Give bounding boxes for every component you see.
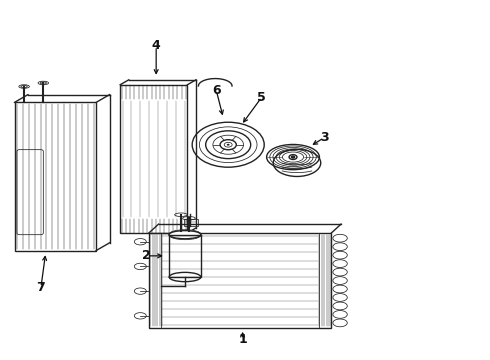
Text: 4: 4 bbox=[152, 40, 161, 53]
Text: 6: 6 bbox=[212, 84, 220, 96]
Ellipse shape bbox=[169, 230, 201, 239]
Text: 1: 1 bbox=[238, 333, 247, 346]
Ellipse shape bbox=[292, 156, 294, 158]
Text: 3: 3 bbox=[320, 131, 329, 144]
Ellipse shape bbox=[227, 144, 230, 146]
Text: 5: 5 bbox=[257, 91, 266, 104]
Text: 7: 7 bbox=[37, 281, 45, 294]
Text: 2: 2 bbox=[142, 249, 151, 262]
